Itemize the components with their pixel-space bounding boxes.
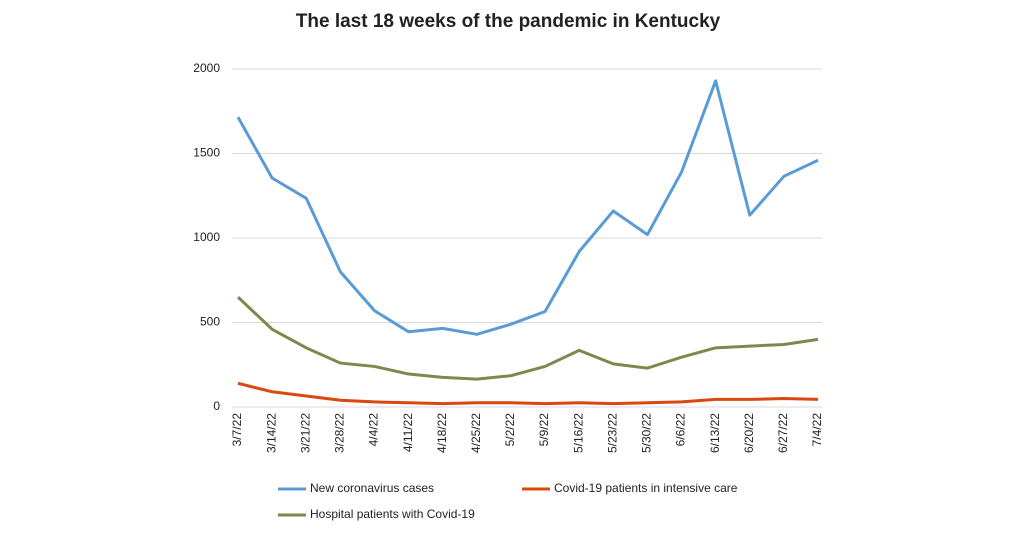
y-tick-label: 0	[213, 399, 220, 413]
line-series	[237, 381, 819, 406]
y-tick-label: 1500	[193, 146, 220, 160]
x-tick-label: 6/13/22	[708, 413, 722, 453]
legend-label: New coronavirus cases	[310, 481, 434, 495]
y-tick-label: 1000	[193, 230, 220, 244]
x-tick-label: 4/18/22	[435, 413, 449, 453]
chart-title: The last 18 weeks of the pandemic in Ken…	[296, 11, 721, 32]
y-tick-label: 2000	[193, 61, 220, 75]
x-tick-label: 3/28/22	[333, 413, 347, 453]
x-tick-label: 4/25/22	[469, 413, 483, 453]
x-tick-label: 5/9/22	[537, 413, 551, 447]
legend-label: Hospital patients with Covid-19	[310, 507, 475, 521]
line-series	[236, 296, 819, 381]
x-tick-label: 6/20/22	[742, 413, 756, 453]
x-tick-label: 4/11/22	[401, 413, 415, 452]
line-series	[236, 79, 819, 336]
x-tick-label: 5/16/22	[571, 413, 585, 453]
x-tick-label: 6/6/22	[674, 413, 688, 447]
x-tick-label: 3/14/22	[264, 413, 278, 453]
x-tick-label: 5/30/22	[640, 413, 654, 453]
x-tick-label: 3/7/22	[230, 413, 244, 447]
x-tick-label: 5/2/22	[503, 413, 517, 447]
x-tick-label: 4/4/22	[367, 413, 381, 447]
x-tick-label: 7/4/22	[810, 413, 824, 447]
x-tick-label: 5/23/22	[605, 413, 619, 453]
legend-label: Covid-19 patients in intensive care	[554, 481, 738, 495]
x-tick-label: 3/21/22	[298, 413, 312, 453]
x-tick-label: 6/27/22	[776, 413, 790, 453]
y-tick-label: 500	[200, 315, 220, 329]
